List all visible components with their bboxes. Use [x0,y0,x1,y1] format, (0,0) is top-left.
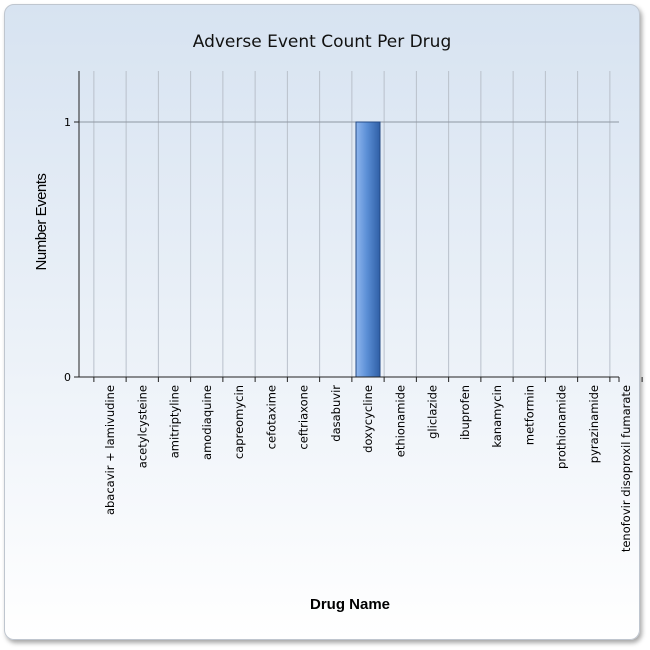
bar[interactable] [355,121,381,378]
x-category-label: pyrazinamide [587,385,601,463]
x-category-label: metformin [522,385,536,445]
x-category-label: prothionamide [555,385,569,469]
x-category-label: ceftriaxone [297,385,311,450]
y-tick-label: 0 [64,371,71,384]
x-category-label: cefotaxime [264,385,278,449]
x-category-label: ibuprofen [458,385,472,440]
x-category-label: ethionamide [393,385,407,457]
x-category-label: abacavir + lamivudine [103,385,117,515]
y-tick-labels: 01 [64,116,79,384]
x-axis-label: Drug Name [310,596,390,613]
chart-title: Adverse Event Count Per Drug [193,32,452,52]
x-category-label: doxycycline [361,385,375,453]
grid [79,71,619,378]
x-category-labels: abacavir + lamivudine acetylcysteine amitr… [103,385,633,552]
x-category-label: capreomycin [232,385,246,459]
x-category-label: amitriptyline [168,385,182,458]
x-category-label: kanamycin [490,385,504,448]
y-axis-label: Number Events [33,174,50,271]
x-category-label: acetylcysteine [135,385,149,468]
y-tick-label: 1 [64,116,71,129]
x-category-label: gliclazide [426,385,440,439]
chart-frame [4,4,640,640]
x-category-label: dasabuvir [329,385,343,442]
x-category-label: amodiaquine [200,385,214,460]
bars [355,121,381,378]
x-category-label: tenofovir disoproxil fumarate [619,385,633,552]
